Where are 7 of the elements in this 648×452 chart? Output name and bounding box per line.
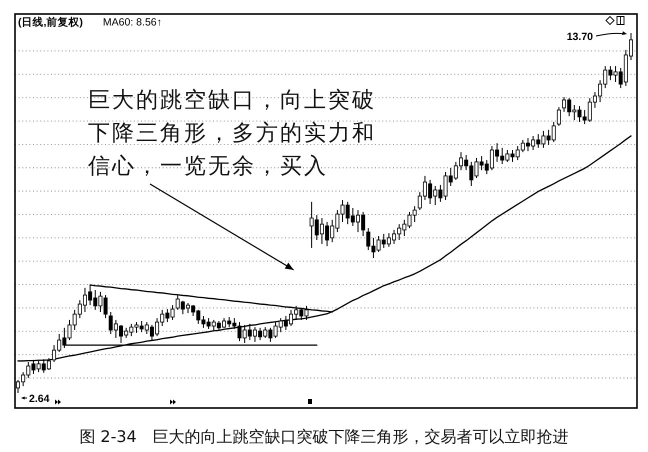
annotation: 2.64: [29, 393, 50, 405]
text: MA60: 8.56↑: [102, 16, 162, 28]
annotation: 巨大的跳空缺口，向上突破下降三角形，多方的实力和信心，一览无余，买入: [88, 87, 377, 181]
caption: 图 2-34 巨大的向上跳空缺口突破下降三角形，交易者可以立即抢进: [79, 427, 569, 446]
chart-title: (日线,前复权): [18, 16, 83, 28]
candlestick: [556, 106, 561, 126]
annotation: 13.70: [566, 31, 594, 43]
